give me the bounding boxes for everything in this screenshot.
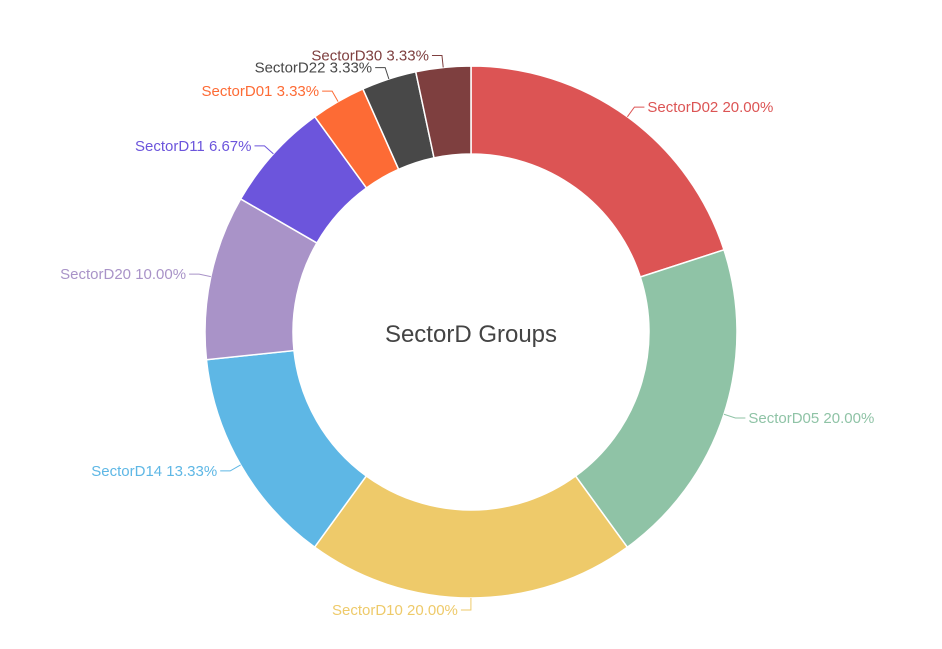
- leader-line: [189, 273, 211, 278]
- leader-line: [375, 67, 390, 80]
- data-label: SectorD22 3.33%: [255, 60, 373, 77]
- slice-sectord05[interactable]: [574, 248, 738, 549]
- slice-sectord10[interactable]: [313, 474, 629, 599]
- leader-line: [460, 597, 472, 611]
- data-label: SectorD05 20.00%: [748, 410, 874, 427]
- leader-line: [626, 106, 645, 118]
- data-label: SectorD20 10.00%: [60, 266, 186, 283]
- chart-title: SectorD Groups: [385, 321, 557, 348]
- slice-sectord02[interactable]: [470, 65, 725, 278]
- leader-line: [431, 55, 444, 68]
- data-label: SectorD14 13.33%: [91, 463, 217, 480]
- data-label: SectorD30 3.33%: [311, 48, 429, 65]
- leader-line: [220, 464, 241, 472]
- leader-line: [254, 145, 274, 155]
- data-label: SectorD02 20.00%: [647, 99, 773, 116]
- leader-line: [723, 413, 746, 419]
- leader-line: [322, 90, 339, 102]
- slice-sectord30[interactable]: [414, 65, 472, 159]
- data-label: SectorD11 6.67%: [135, 138, 251, 155]
- data-label: SectorD01 3.33%: [202, 83, 320, 100]
- data-label: SectorD10 20.00%: [332, 602, 458, 619]
